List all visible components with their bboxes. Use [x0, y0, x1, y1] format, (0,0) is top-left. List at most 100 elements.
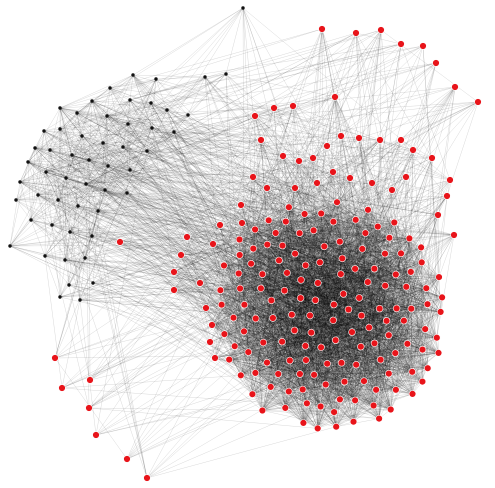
red-node — [450, 231, 458, 239]
red-node — [385, 369, 393, 378]
red-node — [397, 40, 405, 48]
red-node — [275, 256, 283, 265]
red-node — [351, 396, 359, 404]
black-node — [131, 73, 135, 77]
red-node — [259, 338, 267, 347]
black-node — [64, 176, 68, 180]
red-node — [311, 296, 320, 304]
red-node — [422, 284, 430, 292]
red-node — [225, 355, 233, 364]
red-node — [376, 136, 384, 144]
red-node — [402, 283, 410, 291]
red-node — [269, 314, 277, 322]
red-node — [216, 221, 224, 229]
red-node — [220, 261, 228, 270]
red-node — [240, 327, 248, 336]
red-node — [403, 340, 412, 348]
black-node — [70, 153, 74, 157]
red-node — [336, 395, 344, 404]
black-node — [76, 204, 80, 208]
black-node — [87, 158, 91, 162]
black-node — [14, 198, 18, 202]
red-node — [438, 293, 446, 302]
red-node — [274, 370, 282, 378]
red-node — [278, 241, 287, 250]
red-node — [300, 210, 309, 218]
red-node — [244, 348, 253, 356]
red-node — [329, 218, 338, 226]
red-node — [355, 294, 363, 302]
red-node — [370, 265, 379, 273]
black-node — [84, 182, 88, 186]
red-node — [263, 240, 271, 249]
black-node — [90, 234, 94, 238]
red-node — [331, 336, 340, 344]
red-node — [344, 305, 353, 314]
red-node — [278, 338, 286, 346]
black-node — [43, 254, 47, 258]
black-node — [149, 101, 153, 105]
red-node — [409, 146, 417, 154]
red-node — [251, 369, 260, 377]
red-node — [329, 316, 337, 324]
black-node — [121, 145, 125, 149]
red-node — [296, 294, 305, 302]
red-node — [237, 201, 245, 209]
red-node — [58, 384, 66, 392]
red-node — [374, 222, 382, 231]
red-node — [267, 296, 276, 305]
red-node — [340, 378, 349, 386]
red-node — [337, 270, 345, 278]
red-node — [316, 402, 325, 411]
red-node — [306, 311, 314, 320]
red-node — [330, 300, 338, 309]
black-node — [165, 108, 169, 112]
black-node — [101, 141, 105, 145]
red-node — [258, 406, 267, 415]
red-node — [392, 304, 401, 313]
red-node — [418, 258, 426, 267]
red-node — [381, 282, 389, 290]
red-node — [418, 377, 427, 386]
red-node — [51, 354, 59, 362]
red-node — [237, 371, 245, 379]
black-node — [106, 164, 110, 168]
red-node — [236, 251, 244, 259]
red-node — [216, 286, 225, 294]
black-node — [96, 209, 100, 213]
red-node — [196, 279, 204, 287]
red-node — [323, 142, 331, 150]
red-node — [247, 260, 255, 268]
red-node — [235, 235, 244, 244]
edge-layer — [9, 7, 479, 479]
red-node — [279, 152, 287, 160]
red-node — [355, 134, 363, 142]
red-node — [286, 356, 294, 365]
red-node — [317, 343, 325, 351]
red-node — [434, 211, 442, 219]
red-node — [318, 25, 326, 33]
red-node — [265, 216, 273, 225]
red-node — [310, 371, 318, 379]
red-node — [170, 268, 178, 276]
red-node — [330, 408, 338, 416]
red-node — [92, 431, 100, 439]
red-node — [361, 229, 370, 237]
red-node — [407, 268, 415, 276]
black-node — [186, 113, 190, 117]
black-node — [103, 188, 107, 192]
red-node — [316, 258, 324, 267]
red-node — [280, 286, 289, 295]
red-node — [357, 343, 365, 351]
black-node — [241, 6, 245, 10]
black-node — [125, 191, 129, 195]
red-node — [236, 284, 244, 293]
black-node — [58, 295, 62, 299]
red-node — [402, 173, 410, 181]
red-node — [337, 359, 346, 367]
red-node — [296, 370, 304, 378]
red-node — [183, 233, 191, 241]
red-node — [424, 364, 432, 372]
red-node — [446, 176, 454, 184]
black-node — [18, 180, 22, 184]
